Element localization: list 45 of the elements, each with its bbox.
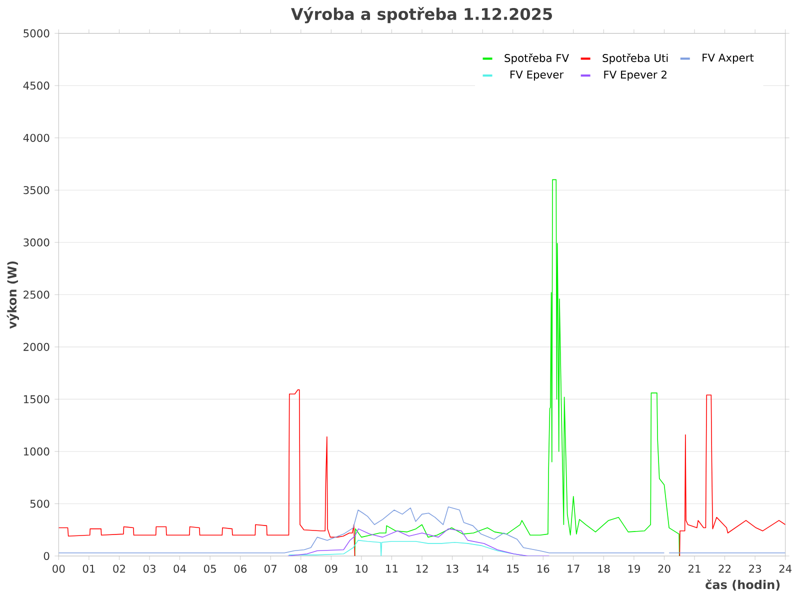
x-tick-label: 00 [52, 564, 65, 573]
x-tick-label: 24 [779, 564, 792, 573]
y-tick-label: 1000 [24, 447, 50, 456]
legend-label: Spotřeba FV [504, 53, 569, 64]
x-tick-label: 15 [507, 564, 519, 573]
y-tick-label: 3500 [24, 186, 50, 194]
y-tick-label: 4500 [23, 82, 50, 90]
y-tick-label: 5000 [24, 29, 50, 38]
x-tick-label: 17 [568, 564, 580, 572]
y-tick-label: 1500 [24, 395, 50, 404]
x-tick-label: 03 [143, 564, 156, 573]
x-tick-label: 12 [416, 564, 428, 573]
y-axis-title: výkon (W) [6, 261, 19, 329]
x-tick-label: 16 [538, 564, 550, 573]
x-tick-label: 21 [688, 564, 700, 573]
y-tick-label: 2500 [24, 290, 50, 299]
x-tick-label: 04 [174, 564, 186, 573]
x-tick-label: 11 [386, 564, 398, 572]
x-tick-label: 13 [446, 564, 458, 573]
legend-label: FV Epever 2 [604, 70, 666, 81]
y-tick-label: 500 [30, 500, 50, 508]
x-tick-label: 06 [234, 564, 246, 573]
y-tick-label: 2000 [24, 342, 50, 351]
legend-label: FV Epever [510, 70, 564, 81]
x-tick-label: 20 [658, 564, 670, 573]
y-tick-label: 0 [44, 552, 50, 560]
legend-label: FV Axpert [702, 54, 754, 64]
x-tick-label: 23 [749, 564, 761, 573]
x-tick-label: 01 [82, 564, 95, 573]
legend-label: Spotřeba Uti [602, 53, 668, 64]
x-tick-label: 08 [294, 564, 307, 573]
x-tick-label: 10 [356, 564, 368, 573]
x-axis-title: čas (hodin) [706, 579, 780, 591]
x-tick-label: 18 [598, 564, 610, 573]
x-tick-label: 07 [264, 564, 276, 573]
x-tick-label: 14 [476, 564, 489, 572]
x-tick-label: 22 [718, 564, 730, 573]
x-tick-label: 05 [204, 564, 216, 573]
y-tick-label: 4000 [23, 134, 50, 142]
y-tick-label: 3000 [24, 238, 50, 246]
x-tick-label: 02 [113, 564, 125, 573]
line-series [287, 528, 550, 556]
x-tick-label: 19 [628, 564, 640, 573]
x-tick-label: 09 [325, 564, 338, 573]
chart-title: Výroba a spotřeba 1.12.2025 [291, 7, 552, 24]
